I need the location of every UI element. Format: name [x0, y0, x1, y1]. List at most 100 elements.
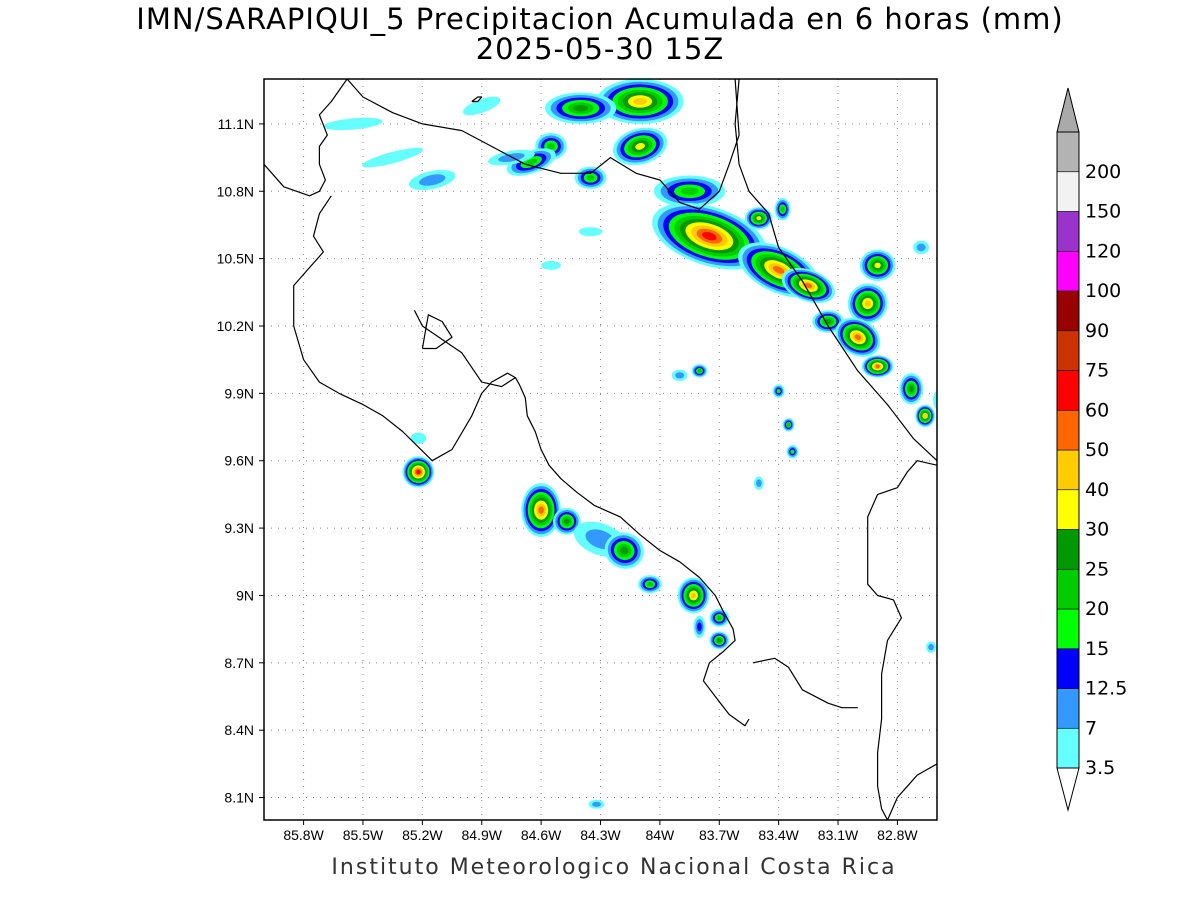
precip-cell: [782, 418, 795, 432]
precip-contour-3.5: [578, 227, 603, 237]
colorbar-swatch-30: [1056, 489, 1080, 530]
gulf-of-nicoya-coast: [413, 310, 516, 388]
precip-contour-20: [647, 582, 653, 587]
colorbar-swatch-200: [1056, 131, 1080, 173]
lat-tick-label: 9.3N: [224, 520, 254, 536]
precip-contour-12.5: [697, 622, 702, 632]
colorbar-swatch-20: [1056, 568, 1080, 610]
precip-cell: [638, 575, 662, 594]
precip-contour-40: [923, 413, 928, 418]
precip-contour-3.5: [541, 260, 561, 270]
colorbar-label: 120: [1085, 240, 1121, 262]
colorbar-label: 200: [1085, 161, 1121, 183]
precip-cell: [541, 260, 561, 270]
lon-tick-label: 85.2W: [402, 827, 443, 843]
lat-tick-label: 11.1N: [218, 116, 254, 132]
colorbar-label: 40: [1085, 479, 1109, 501]
latitude-axis: 11.1N 10.8N 10.5N 10.2N 9.9N 9.6N 9.3N 9N 8.7N 8.…: [217, 116, 264, 806]
precip-cell: [402, 456, 435, 488]
precip-contour-30: [756, 216, 762, 221]
precip-contour-50: [804, 283, 813, 289]
colorbar-label: 100: [1085, 280, 1121, 302]
precip-contour-60: [702, 231, 717, 241]
map-title: IMN/SARAPIQUI_5 Precipitacion Acumulada …: [136, 2, 1064, 36]
panama-pacific-coastline: [886, 763, 937, 820]
precip-contour-3.5: [362, 147, 424, 168]
precip-cell: [462, 96, 501, 116]
precip-contour-30: [874, 262, 881, 269]
precip-contour-7: [419, 174, 446, 186]
caribbean-coastline: [734, 79, 937, 462]
precip-cell: [552, 507, 581, 535]
colorbar-swatch-25: [1056, 529, 1080, 570]
precip-cell: [774, 198, 791, 221]
precip-contour-20: [780, 206, 785, 212]
precip-contour-25: [573, 104, 589, 112]
colorbar-max-arrow: [1056, 87, 1080, 133]
precip-contour-20: [697, 368, 702, 373]
colorbar-swatch-90: [1056, 290, 1080, 332]
precip-contour-20: [680, 187, 699, 196]
lon-tick-label: 85.5W: [343, 827, 384, 843]
colorbar-swatch-12.5: [1056, 648, 1080, 689]
colorbar-min-arrow: [1056, 767, 1080, 812]
precip-contour-50: [772, 266, 785, 274]
lon-tick-label: 84W: [645, 827, 675, 843]
lat-tick-label: 9.6N: [224, 453, 254, 469]
precip-contour-3.5: [410, 432, 427, 444]
colorbar-label: 75: [1085, 360, 1109, 382]
colorbar-swatch-40: [1056, 449, 1080, 491]
map-subtitle-datetime: 2025-05-30 15Z: [475, 32, 725, 66]
precip-cell: [835, 317, 881, 357]
pacific-coastline: [264, 79, 348, 197]
precip-contour-25: [563, 518, 570, 525]
precip-cell: [899, 373, 924, 405]
precip-contour-20: [547, 143, 555, 150]
pacific-coastline: [421, 314, 453, 350]
precip-cell: [786, 445, 799, 459]
precip-cell: [653, 175, 726, 207]
precip-cell: [612, 127, 668, 166]
precip-cell: [521, 483, 561, 538]
precip-cell: [535, 132, 567, 160]
precip-cell: [588, 799, 605, 809]
colorbar-label: 50: [1085, 439, 1109, 461]
colorbar-swatch-3.5: [1056, 727, 1080, 769]
precip-cell: [933, 390, 937, 410]
colorbar-label: 30: [1085, 519, 1109, 541]
precip-contour-25: [908, 385, 914, 393]
lon-tick-label: 82.8W: [877, 827, 918, 843]
precip-cell: [772, 384, 785, 398]
precip-contour-50: [854, 334, 861, 340]
precip-contour-25: [620, 546, 629, 555]
pacific-coastline: [293, 195, 750, 727]
lat-tick-label: 9.9N: [224, 385, 254, 401]
colorbar-swatch-15: [1056, 608, 1080, 650]
colorbar-label: 7: [1085, 717, 1097, 739]
precip-cell: [323, 117, 383, 131]
colorbar-swatch-120: [1056, 211, 1080, 252]
precip-cell: [362, 147, 424, 168]
lon-tick-label: 84.6W: [521, 827, 562, 843]
panama-coastline: [867, 460, 937, 820]
colorbar: 3.5 7 12.5 15 20 25 30 40 50 60 75 90 100 120 150 200: [1056, 87, 1127, 812]
lat-tick-label: 8.1N: [224, 790, 254, 806]
precip-contour-15: [776, 389, 781, 394]
colorbar-label: 90: [1085, 320, 1109, 342]
precip-cell: [691, 364, 708, 378]
lon-tick-label: 84.9W: [462, 827, 503, 843]
precip-cell: [861, 355, 894, 378]
precip-cell: [578, 227, 603, 237]
precipitation-field: [323, 79, 937, 809]
precip-cell: [671, 369, 688, 382]
precip-cell: [410, 432, 427, 444]
colorbar-swatch-100: [1056, 250, 1080, 292]
lat-tick-label: 8.4N: [224, 722, 254, 738]
precip-contour-20: [716, 615, 722, 621]
precip-cell: [574, 166, 607, 190]
colorbar-swatch-150: [1056, 171, 1080, 212]
colorbar-swatch-75: [1056, 330, 1080, 371]
precip-contour-7: [756, 479, 762, 487]
longitude-axis: 85.8W 85.5W 85.2W 84.9W 84.6W 84.3W 84W 83.7W 83…: [283, 820, 918, 843]
lat-tick-label: 8.7N: [224, 655, 254, 671]
